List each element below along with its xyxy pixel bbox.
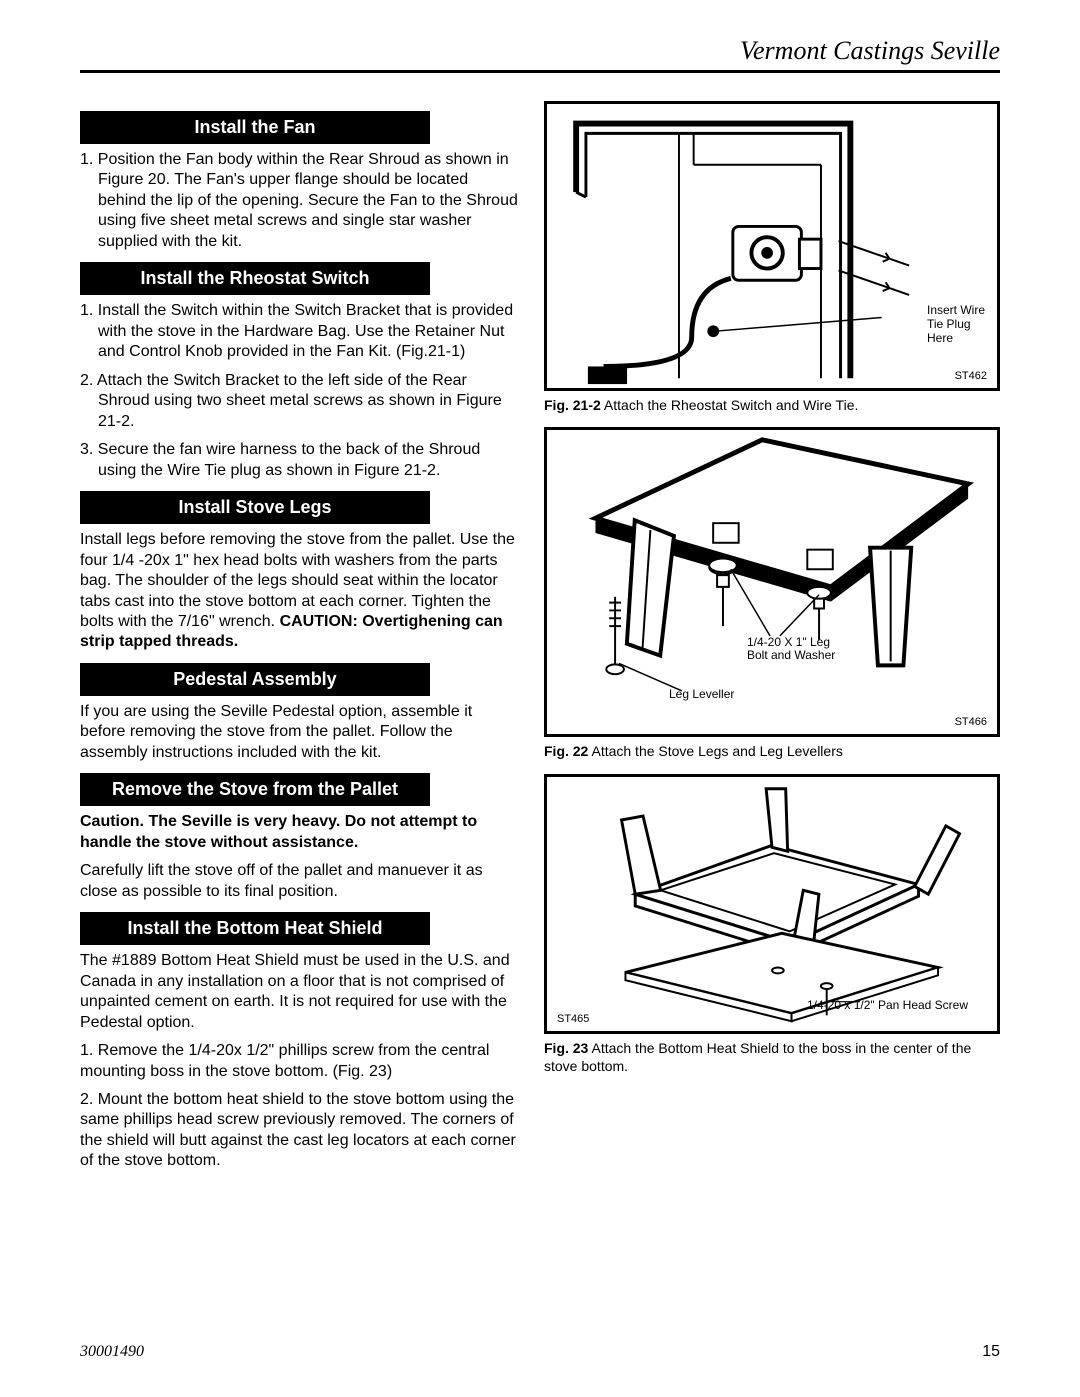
body-text: 3. Secure the fan wire harness to the ba… xyxy=(80,440,520,481)
body-text: 1. Install the Switch within the Switch … xyxy=(80,301,520,362)
heading-pedestal: Pedestal Assembly xyxy=(80,663,430,696)
body-text: The #1889 Bottom Heat Shield must be use… xyxy=(80,951,520,1033)
body-text: 1. Position the Fan body within the Rear… xyxy=(80,150,520,252)
figure-caption-text: Attach the Rheostat Switch and Wire Tie. xyxy=(601,397,859,413)
figure-label: 1/4-20 x 1/2" Pan Head Screw xyxy=(807,999,968,1013)
heading-install-fan: Install the Fan xyxy=(80,111,430,144)
figure-22: 1/4-20 X 1" Leg Bolt and Washer Leg Leve… xyxy=(544,427,1000,737)
caution-text: Caution. The Seville is very heavy. Do n… xyxy=(80,812,520,853)
content-columns: Install the Fan 1. Position the Fan body… xyxy=(80,101,1000,1180)
figure-caption: Fig. 23 Attach the Bottom Heat Shield to… xyxy=(544,1040,1000,1075)
figure-label: 1/4-20 X 1" Leg Bolt and Washer xyxy=(747,636,835,664)
diagram-legs-icon xyxy=(547,430,997,734)
figure-23: 1/4-20 x 1/2" Pan Head Screw ST465 xyxy=(544,774,1000,1034)
text-span: Here xyxy=(927,331,953,345)
heading-heat-shield: Install the Bottom Heat Shield xyxy=(80,912,430,945)
figure-label: Insert Wire Tie Plug Here xyxy=(927,304,985,345)
diagram-rheostat-icon xyxy=(547,104,997,388)
figure-21-2: Insert Wire Tie Plug Here ST462 xyxy=(544,101,1000,391)
text-span: Insert Wire xyxy=(927,303,985,317)
figure-caption-text: Attach the Stove Legs and Leg Levellers xyxy=(588,743,843,759)
figure-caption-label: Fig. 23 xyxy=(544,1040,588,1056)
heading-remove-pallet: Remove the Stove from the Pallet xyxy=(80,773,430,806)
figure-code: ST465 xyxy=(557,1013,589,1025)
text-span: 1/4-20 X 1" Leg xyxy=(747,635,830,649)
footer-doc-number: 30001490 xyxy=(80,1343,144,1361)
figure-caption-label: Fig. 22 xyxy=(544,743,588,759)
figure-code: ST466 xyxy=(955,716,987,728)
body-text: 2. Mount the bottom heat shield to the s… xyxy=(80,1090,520,1172)
body-text: 1. Remove the 1/4-20x 1/2" phillips scre… xyxy=(80,1041,520,1082)
diagram-heat-shield-icon xyxy=(547,777,997,1031)
body-text: Carefully lift the stove off of the pall… xyxy=(80,861,520,902)
heading-install-rheostat: Install the Rheostat Switch xyxy=(80,262,430,295)
figure-caption-text: Attach the Bottom Heat Shield to the bos… xyxy=(544,1040,971,1074)
text-span: Tie Plug xyxy=(927,317,971,331)
body-text: Install legs before removing the stove f… xyxy=(80,530,520,653)
page-footer: 30001490 15 xyxy=(80,1343,1000,1361)
figure-code: ST462 xyxy=(955,370,987,382)
heading-install-legs: Install Stove Legs xyxy=(80,491,430,524)
body-text: 2. Attach the Switch Bracket to the left… xyxy=(80,371,520,432)
figure-label: Leg Leveller xyxy=(669,688,734,702)
left-column: Install the Fan 1. Position the Fan body… xyxy=(80,101,520,1180)
page-header: Vermont Castings Seville xyxy=(80,36,1000,73)
body-text: If you are using the Seville Pedestal op… xyxy=(80,702,520,763)
text-span: Bolt and Washer xyxy=(747,648,835,662)
right-column: Insert Wire Tie Plug Here ST462 Fig. 21-… xyxy=(544,101,1000,1180)
footer-page-number: 15 xyxy=(982,1343,1000,1361)
header-title: Vermont Castings Seville xyxy=(80,36,1000,66)
figure-caption: Fig. 22 Attach the Stove Legs and Leg Le… xyxy=(544,743,1000,761)
figure-caption-label: Fig. 21-2 xyxy=(544,397,601,413)
figure-caption: Fig. 21-2 Attach the Rheostat Switch and… xyxy=(544,397,1000,415)
